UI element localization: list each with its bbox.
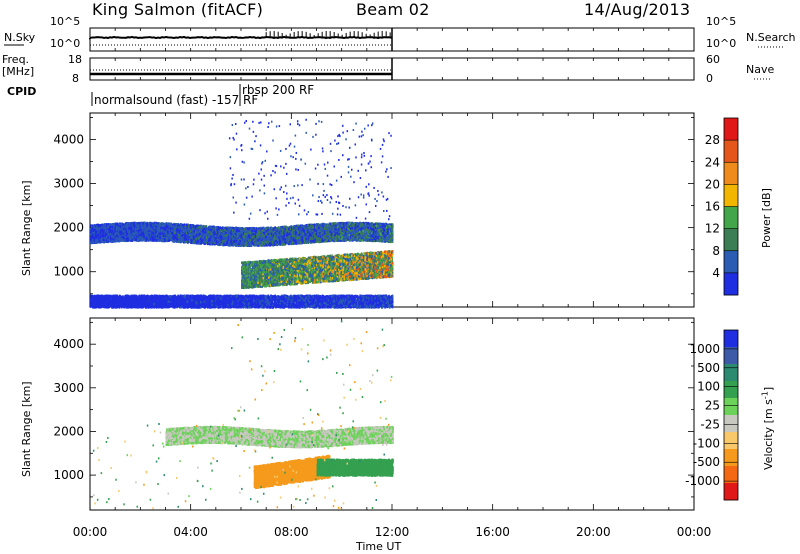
power-ytick-label: 4000: [53, 132, 84, 146]
power-scatter-group: [90, 119, 394, 309]
x-tick-label: 12:00: [375, 525, 410, 539]
x-tick-label: 16:00: [475, 525, 510, 539]
rti-plot: 1000 2000 3000 4000 1000 2000 3000 4000 00:00 04:…: [0, 0, 800, 554]
power-ytick-label: 2000: [53, 221, 84, 235]
x-tick-label: 00:00: [73, 525, 108, 539]
velocity-ytick-label: 3000: [53, 381, 84, 395]
velocity-ytick-label: 2000: [53, 424, 84, 438]
power-ytick-label: 3000: [53, 177, 84, 191]
velocity-ytick-label: 1000: [53, 468, 84, 482]
x-tick-label: 08:00: [274, 525, 309, 539]
power-ytick-label: 1000: [53, 265, 84, 279]
x-tick-label: 04:00: [173, 525, 208, 539]
x-tick-label: 00:00: [677, 525, 712, 539]
nsky-trace: [90, 37, 392, 38]
x-tick-label: 20:00: [576, 525, 611, 539]
velocity-panel-frame: [90, 318, 694, 510]
velocity-ytick-label: 4000: [53, 337, 84, 351]
